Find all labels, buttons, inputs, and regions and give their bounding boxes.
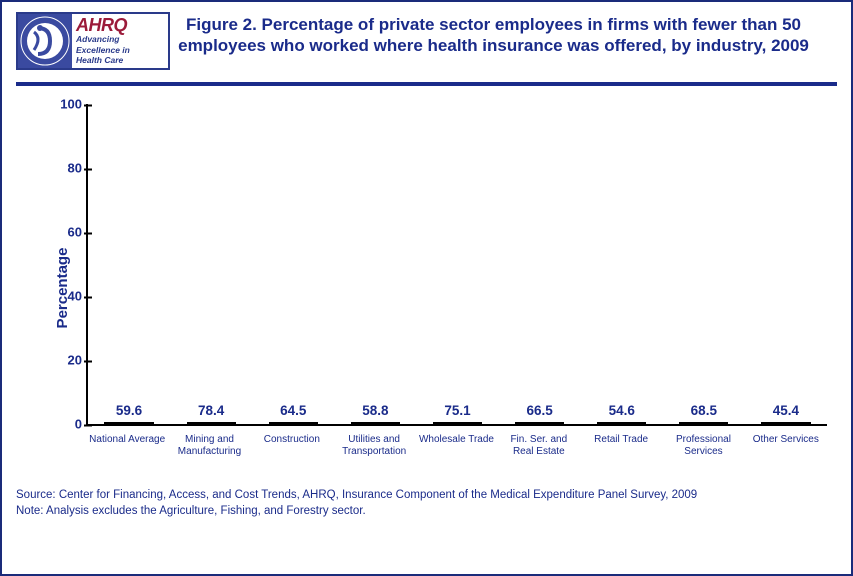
bar-value-label: 64.5 — [280, 403, 306, 418]
bar-slot: 58.8 — [334, 403, 416, 424]
header-rule — [16, 82, 837, 86]
plot-area: 59.678.464.558.875.166.554.668.545.4 020… — [86, 104, 827, 426]
bar-slot: 68.5 — [663, 403, 745, 424]
header: AHRQ Advancing Excellence in Health Care… — [2, 2, 851, 80]
bar — [269, 422, 318, 424]
x-tick-label: Fin. Ser. and Real Estate — [498, 430, 580, 480]
bar-slot: 78.4 — [170, 403, 252, 424]
chart: Percentage 59.678.464.558.875.166.554.66… — [16, 96, 837, 480]
bar-value-label: 75.1 — [444, 403, 470, 418]
bar-value-label: 59.6 — [116, 403, 142, 418]
bar-slot: 75.1 — [416, 403, 498, 424]
hhs-logo-icon — [18, 14, 72, 68]
bar — [351, 422, 400, 424]
x-tick-label: Construction — [251, 430, 333, 480]
ahrq-name: AHRQ — [76, 16, 164, 34]
x-tick-label: National Average — [86, 430, 168, 480]
footer: Source: Center for Financing, Access, an… — [16, 488, 837, 519]
bar-slot: 45.4 — [745, 403, 827, 424]
ahrq-logo: AHRQ Advancing Excellence in Health Care — [72, 14, 168, 68]
bar-slot: 59.6 — [88, 403, 170, 424]
logo-box: AHRQ Advancing Excellence in Health Care — [16, 12, 170, 70]
bar — [679, 422, 728, 424]
bars-container: 59.6 78.4 64.5 58.8 75.1 66.5 54.6 68.5 45.4 — [88, 104, 827, 424]
x-tick-label: Retail Trade — [580, 430, 662, 480]
x-tick-label: Other Services — [745, 430, 827, 480]
bar-value-label: 78.4 — [198, 403, 224, 418]
x-tick-label: Professional Services — [662, 430, 744, 480]
bar — [761, 422, 810, 424]
source-text: Source: Center for Financing, Access, an… — [16, 488, 837, 504]
ahrq-tagline-1: Advancing — [76, 35, 164, 44]
bar-value-label: 66.5 — [526, 403, 552, 418]
x-tick-label: Utilities and Transportation — [333, 430, 415, 480]
ahrq-tagline-2: Excellence in — [76, 46, 164, 55]
bar — [597, 422, 646, 424]
y-tick: 0 — [42, 417, 82, 432]
y-tick: 80 — [42, 161, 82, 176]
bar — [515, 422, 564, 424]
y-tick: 100 — [42, 97, 82, 112]
figure-title: Figure 2. Percentage of private sector e… — [170, 12, 837, 57]
y-tick: 40 — [42, 289, 82, 304]
bar — [433, 422, 482, 424]
bar-value-label: 54.6 — [609, 403, 635, 418]
note-text: Note: Analysis excludes the Agriculture,… — [16, 504, 837, 520]
bar-value-label: 68.5 — [691, 403, 717, 418]
x-axis-labels: National AverageMining and Manufacturing… — [86, 430, 827, 480]
bar-value-label: 45.4 — [773, 403, 799, 418]
ahrq-tagline-3: Health Care — [76, 56, 164, 65]
bar-slot: 54.6 — [581, 403, 663, 424]
x-tick-label: Mining and Manufacturing — [168, 430, 250, 480]
y-tick: 20 — [42, 353, 82, 368]
bar-value-label: 58.8 — [362, 403, 388, 418]
bar-slot: 64.5 — [252, 403, 334, 424]
x-tick-label: Wholesale Trade — [415, 430, 497, 480]
bar-slot: 66.5 — [499, 403, 581, 424]
bar — [187, 422, 236, 424]
y-tick: 60 — [42, 225, 82, 240]
bar — [104, 422, 153, 424]
